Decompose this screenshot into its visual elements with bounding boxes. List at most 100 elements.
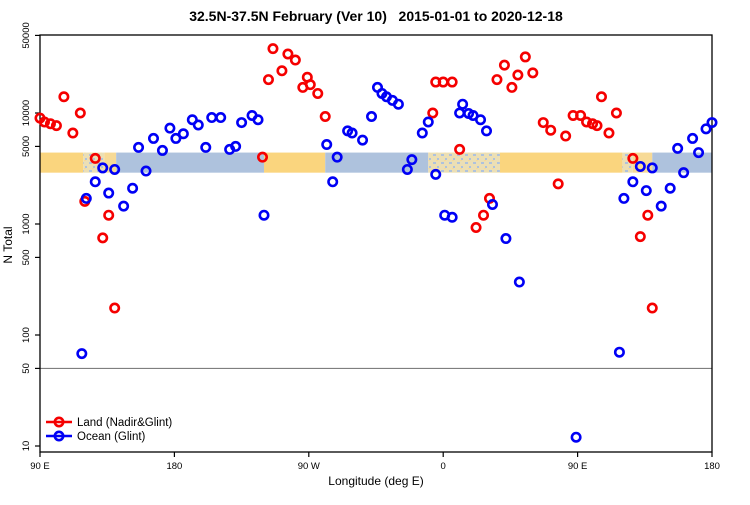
data-point-land (38, 116, 50, 128)
x-tick-label: 90 E (30, 461, 50, 472)
data-point-ocean (655, 200, 667, 212)
data-point-land (304, 79, 316, 91)
x-axis-title: Longitude (deg E) (328, 474, 423, 488)
data-point-ocean (215, 112, 227, 124)
data-points (34, 43, 718, 443)
data-point-land (89, 152, 101, 164)
plot-border (39, 34, 713, 453)
data-point-ocean (672, 142, 684, 154)
data-point-land (642, 209, 654, 221)
data-point-ocean (118, 200, 130, 212)
legend-ocean-marker (53, 430, 65, 442)
data-point-ocean (89, 176, 101, 188)
legend: Land (Nadir&Glint) Ocean (Glint) (46, 416, 172, 443)
data-point-land (50, 120, 62, 132)
data-point-ocean (140, 165, 152, 177)
data-point-land (545, 124, 557, 136)
data-point-land (97, 232, 109, 244)
strip-segment-ocean (116, 152, 264, 173)
strip-segment-land_pale (104, 152, 117, 173)
data-point-ocean (170, 132, 182, 144)
data-point-ocean (500, 233, 512, 245)
data-point-ocean (258, 209, 270, 221)
data-point-ocean (147, 132, 159, 144)
data-point-land (267, 43, 279, 55)
data-point-land (610, 107, 622, 119)
data-point-land (478, 209, 490, 221)
legend-ocean-label: Ocean (Glint) (77, 431, 146, 443)
data-point-land (103, 209, 115, 221)
data-point-ocean (613, 346, 625, 358)
data-point-ocean (156, 144, 168, 156)
strip-segment-coast (622, 152, 633, 173)
data-point-ocean (133, 141, 145, 153)
data-point-ocean (457, 98, 469, 110)
data-point-ocean (513, 276, 525, 288)
data-point-ocean (327, 176, 339, 188)
x-tick-label: 0 (441, 461, 446, 472)
data-point-ocean (103, 187, 115, 199)
data-point-land (634, 231, 646, 243)
data-point-land (575, 109, 587, 121)
strip-segment-land (40, 152, 84, 173)
data-point-ocean (454, 107, 466, 119)
data-point-ocean (164, 122, 176, 134)
data-point-ocean (422, 116, 434, 128)
data-point-ocean (416, 127, 428, 139)
data-point-land (437, 76, 449, 88)
x-tick-label: 90 W (298, 461, 320, 472)
data-point-ocean (331, 151, 343, 163)
data-point-land (552, 178, 564, 190)
data-point-land (44, 118, 56, 130)
y-tick-label: 50 (21, 363, 32, 374)
x-tick-label: 90 E (568, 461, 588, 472)
data-point-land (312, 87, 324, 99)
data-point-ocean (252, 114, 264, 126)
data-point-ocean (192, 119, 204, 131)
data-point-ocean (186, 114, 198, 126)
strip-segment-land (264, 152, 326, 173)
data-point-ocean (206, 112, 218, 124)
data-point-land (470, 221, 482, 233)
data-point-ocean (640, 185, 652, 197)
legend-land-marker (53, 416, 65, 428)
y-tick-label: 10 (21, 441, 32, 452)
data-point-ocean (346, 127, 358, 139)
strip-segment-coast (428, 152, 500, 173)
data-point-land (519, 51, 531, 63)
data-point-land (506, 81, 518, 93)
data-point-ocean (127, 182, 139, 194)
data-point-ocean (80, 192, 92, 204)
data-point-ocean (646, 162, 658, 174)
data-point-ocean (700, 123, 712, 135)
data-point-ocean (618, 192, 630, 204)
data-point-ocean (366, 110, 378, 122)
data-point-land (262, 74, 274, 86)
y-tick-label: 500 (21, 249, 32, 265)
data-point-ocean (481, 125, 493, 137)
data-point-ocean (627, 176, 639, 188)
data-point-land (581, 116, 593, 128)
data-point-ocean (706, 117, 718, 129)
data-point-land (603, 127, 615, 139)
data-point-ocean (430, 168, 442, 180)
data-point-ocean (486, 198, 498, 210)
y-axis-title: N Total (1, 226, 15, 263)
data-point-land (498, 59, 510, 71)
data-point-land (591, 120, 603, 132)
data-point-land (491, 74, 503, 86)
data-point-ocean (357, 134, 369, 146)
data-point-ocean (392, 98, 404, 110)
data-point-land (446, 76, 458, 88)
data-point-ocean (200, 141, 212, 153)
data-point-ocean (97, 162, 109, 174)
data-point-land (67, 127, 79, 139)
data-point-land (289, 54, 301, 66)
data-point-ocean (109, 163, 121, 175)
data-point-ocean (687, 132, 699, 144)
y-tick-label: 100 (21, 327, 32, 343)
data-point-ocean (230, 140, 242, 152)
data-point-ocean (177, 128, 189, 140)
